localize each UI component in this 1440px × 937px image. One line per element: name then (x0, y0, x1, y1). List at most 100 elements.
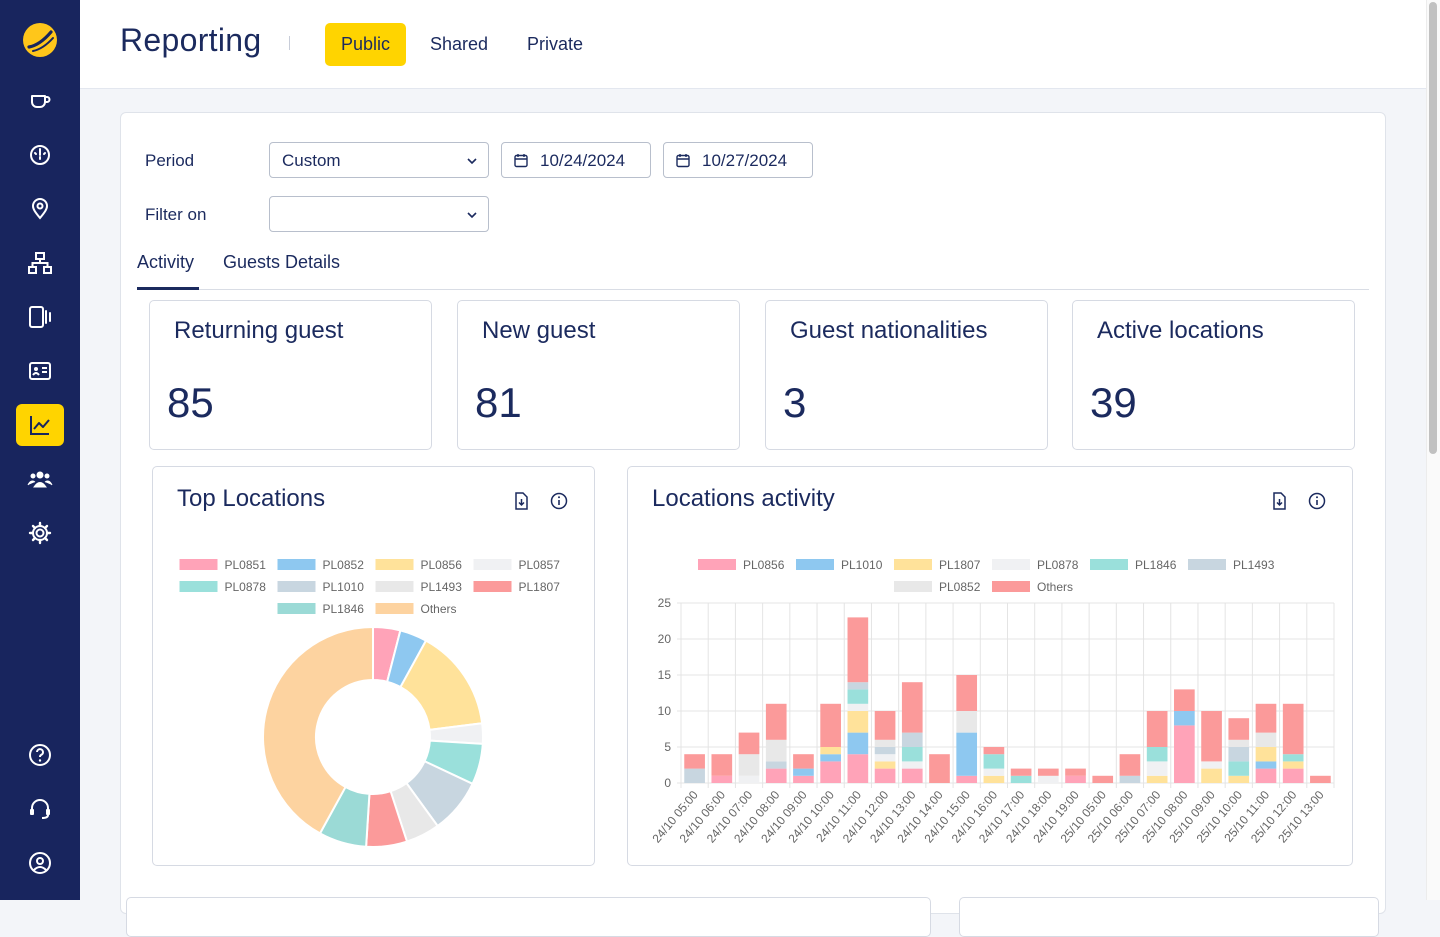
info-icon[interactable] (550, 492, 568, 510)
bar-segment[interactable] (1010, 775, 1032, 783)
bar-segment[interactable] (765, 703, 787, 740)
bar-segment[interactable] (1174, 711, 1195, 726)
bar-segment[interactable] (820, 703, 841, 747)
bar-segment[interactable] (1037, 768, 1059, 776)
bar-segment[interactable] (901, 732, 923, 747)
info-icon[interactable] (1308, 492, 1326, 510)
bar-segment[interactable] (901, 768, 923, 783)
bar-segment[interactable] (1228, 718, 1250, 740)
legend-item[interactable]: PL0852 (894, 580, 981, 594)
bar-segment[interactable] (1282, 703, 1304, 755)
date-from-field[interactable]: 10/24/2024 (501, 142, 651, 178)
date-to-field[interactable]: 10/27/2024 (663, 142, 813, 178)
bar-segment[interactable] (956, 711, 978, 733)
bar-segment[interactable] (1065, 775, 1086, 783)
bar-segment[interactable] (1310, 775, 1331, 783)
bar-segment[interactable] (684, 754, 705, 769)
legend-item[interactable]: Others (992, 580, 1073, 594)
bar-segment[interactable] (1228, 747, 1250, 762)
bar-segment[interactable] (1010, 768, 1032, 776)
bar-segment[interactable] (1201, 711, 1222, 762)
bar-segment[interactable] (765, 761, 787, 769)
bar-segment[interactable] (1255, 703, 1277, 733)
bar-segment[interactable] (1174, 725, 1195, 783)
tab-guests-details[interactable]: Guests Details (223, 252, 341, 272)
bar-segment[interactable] (1146, 775, 1168, 783)
scrollbar-thumb[interactable] (1429, 2, 1437, 454)
legend-item[interactable]: PL0878 (179, 580, 267, 594)
bar-segment[interactable] (929, 754, 950, 783)
bar-segment[interactable] (847, 711, 869, 733)
sidebar-item-help[interactable] (16, 734, 64, 776)
legend-item[interactable]: PL1010 (277, 580, 365, 594)
filter-on-select[interactable] (269, 196, 489, 232)
bar-segment[interactable] (793, 768, 814, 776)
app-logo[interactable] (23, 23, 57, 57)
bar-segment[interactable] (901, 682, 923, 733)
bar-segment[interactable] (793, 754, 814, 769)
sidebar-item-locations[interactable] (16, 188, 64, 230)
bar-segment[interactable] (1282, 768, 1304, 783)
bar-segment[interactable] (901, 761, 923, 769)
tab-public[interactable]: Public (325, 23, 407, 66)
legend-item[interactable]: PL1493 (375, 580, 463, 594)
legend-item[interactable]: PL0852 (277, 558, 365, 572)
bar-segment[interactable] (1146, 761, 1168, 776)
bar-segment[interactable] (874, 754, 896, 762)
legend-item[interactable]: PL0856 (698, 558, 785, 572)
bar-segment[interactable] (1146, 711, 1168, 747)
tab-activity[interactable]: Activity (137, 252, 195, 272)
bar-segment[interactable] (793, 775, 814, 783)
bar-segment[interactable] (874, 711, 896, 740)
bar-segment[interactable] (1201, 768, 1222, 783)
bar-segment[interactable] (1228, 775, 1250, 783)
bar-segment[interactable] (901, 747, 923, 762)
bar-segment[interactable] (1065, 768, 1086, 776)
bar-segment[interactable] (1201, 761, 1222, 769)
sidebar-item-profile[interactable] (16, 842, 64, 884)
bar-segment[interactable] (847, 617, 869, 683)
sidebar-item-dashboard[interactable] (16, 134, 64, 176)
sidebar-item-settings[interactable] (16, 512, 64, 554)
legend-item[interactable]: PL0857 (473, 558, 561, 572)
bar-segment[interactable] (1228, 739, 1250, 747)
bar-segment[interactable] (983, 768, 1005, 776)
bar-segment[interactable] (1255, 732, 1277, 747)
bar-segment[interactable] (738, 754, 760, 776)
bar-segment[interactable] (820, 761, 841, 783)
bar-segment[interactable] (1282, 754, 1304, 762)
bar-segment[interactable] (874, 768, 896, 783)
period-select[interactable]: Custom (269, 142, 489, 178)
sidebar-item-reporting[interactable] (16, 404, 64, 446)
bar-segment[interactable] (765, 739, 787, 762)
legend-item[interactable]: Others (375, 602, 457, 616)
bar-segment[interactable] (847, 682, 869, 690)
bar-segment[interactable] (1255, 768, 1277, 783)
download-icon[interactable] (512, 492, 530, 510)
bar-segment[interactable] (1037, 775, 1059, 783)
legend-item[interactable]: PL1807 (894, 558, 981, 572)
bar-segment[interactable] (765, 768, 787, 783)
legend-item[interactable]: PL1010 (796, 558, 883, 572)
bar-segment[interactable] (1119, 754, 1141, 776)
bar-segment[interactable] (847, 732, 869, 755)
bar-segment[interactable] (874, 747, 896, 755)
bar-segment[interactable] (847, 703, 869, 711)
bar-segment[interactable] (738, 732, 760, 755)
bar-segment[interactable] (983, 775, 1005, 783)
bar-segment[interactable] (1228, 761, 1250, 776)
sidebar-item-guests[interactable] (16, 350, 64, 392)
bar-segment[interactable] (711, 754, 733, 776)
bar-segment[interactable] (1146, 747, 1168, 762)
bar-segment[interactable] (956, 732, 978, 776)
tab-shared[interactable]: Shared (430, 34, 489, 54)
bar-segment[interactable] (1282, 761, 1304, 769)
bar-segment[interactable] (711, 775, 733, 783)
legend-item[interactable]: PL0878 (992, 558, 1079, 572)
legend-item[interactable]: PL1807 (473, 580, 561, 594)
bar-segment[interactable] (847, 754, 869, 783)
sidebar-item-coffee[interactable] (16, 80, 64, 122)
sidebar-item-support[interactable] (16, 788, 64, 830)
sidebar-item-users[interactable] (16, 458, 64, 500)
bar-segment[interactable] (820, 754, 841, 762)
